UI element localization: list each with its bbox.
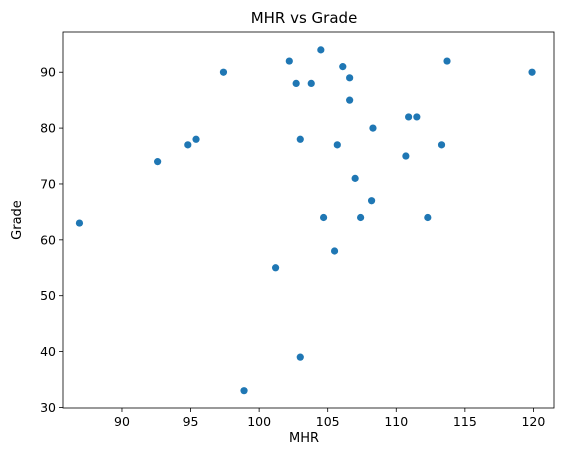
data-point (271, 264, 280, 272)
x-axis-ticks: 90 95 100 105 110 115 120 (114, 408, 545, 429)
y-axis-title: Grade (10, 200, 25, 240)
data-point (424, 213, 432, 222)
data-point (75, 219, 84, 227)
data-point (351, 174, 359, 182)
x-tick-label: 115 (453, 414, 477, 429)
data-point (317, 46, 325, 54)
data-point (319, 213, 328, 222)
x-tick-label: 100 (247, 414, 271, 429)
data-point (333, 141, 341, 149)
y-tick-label: 90 (40, 65, 56, 80)
data-point (296, 135, 304, 143)
data-point (154, 158, 162, 166)
data-point (437, 141, 446, 149)
x-tick-label: 120 (521, 414, 545, 429)
y-tick-label: 40 (40, 344, 56, 359)
data-point (369, 124, 377, 132)
data-point (240, 387, 248, 395)
data-point (346, 96, 354, 104)
y-axis-ticks: 30 40 50 60 70 80 90 (40, 65, 63, 415)
data-point (219, 68, 228, 76)
data-point (405, 113, 413, 121)
axes-frame (62, 31, 555, 409)
x-tick-label: 90 (114, 414, 130, 429)
x-tick-label: 105 (316, 414, 340, 429)
y-tick-label: 60 (40, 232, 56, 247)
chart-title: MHR vs Grade (251, 9, 358, 27)
data-point (402, 152, 410, 160)
data-point (330, 247, 339, 255)
data-point (346, 74, 354, 82)
y-tick-label: 30 (40, 400, 56, 415)
x-axis-title: MHR (289, 431, 319, 446)
data-point (443, 57, 451, 65)
data-point (339, 63, 347, 71)
x-tick-label: 95 (183, 414, 199, 429)
data-point (292, 79, 300, 87)
data-point (285, 57, 293, 65)
data-point (184, 141, 192, 149)
x-tick-label: 110 (384, 414, 408, 429)
y-tick-label: 80 (40, 121, 56, 136)
data-point (413, 113, 421, 121)
data-point (307, 79, 315, 87)
data-point (296, 353, 304, 361)
data-point (528, 68, 536, 76)
y-tick-label: 50 (40, 288, 56, 303)
data-point (367, 197, 376, 205)
plot-area (75, 46, 536, 395)
y-tick-label: 70 (40, 176, 56, 191)
data-point (357, 213, 365, 222)
data-point (192, 135, 200, 143)
